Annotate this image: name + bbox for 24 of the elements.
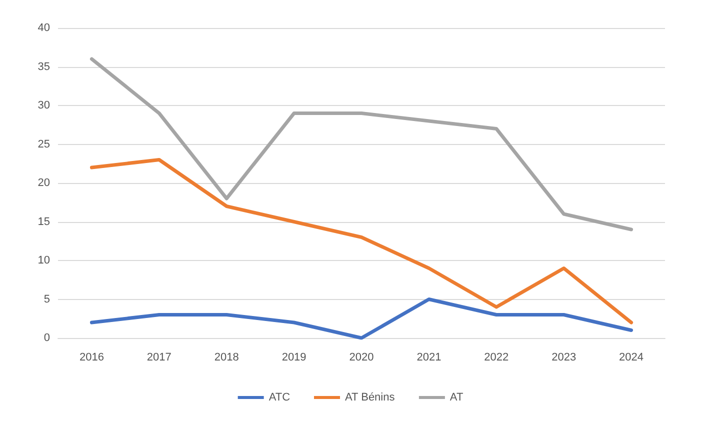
legend-label: AT Bénins <box>345 392 396 404</box>
line-series <box>90 158 634 324</box>
x-tick-label: 2023 <box>552 352 576 364</box>
x-tick-label: 2016 <box>79 352 104 364</box>
x-tick-label: 2021 <box>416 352 442 364</box>
y-tick-label: 20 <box>38 177 50 189</box>
x-tick-label: 2020 <box>349 352 374 364</box>
y-tick-label: 10 <box>38 254 50 266</box>
y-tick-label: 30 <box>38 100 50 112</box>
y-tick-label: 40 <box>38 22 50 34</box>
y-tick-label: 35 <box>38 60 50 73</box>
y-tick-label: 25 <box>38 138 50 150</box>
x-tick-label: 2024 <box>619 352 644 364</box>
line-series <box>90 298 634 340</box>
line-series <box>90 57 634 232</box>
legend-label: AT <box>450 392 464 404</box>
x-tick-label: 2018 <box>214 352 239 364</box>
y-tick-label: 5 <box>44 293 50 306</box>
legend-label: ATC <box>268 392 290 404</box>
x-tick-label: 2019 <box>282 352 306 364</box>
y-tick-label: 15 <box>38 216 50 228</box>
x-tick-label: 2022 <box>484 352 509 364</box>
y-tick-label: 0 <box>44 332 50 344</box>
x-tick-label: 2017 <box>146 352 172 364</box>
